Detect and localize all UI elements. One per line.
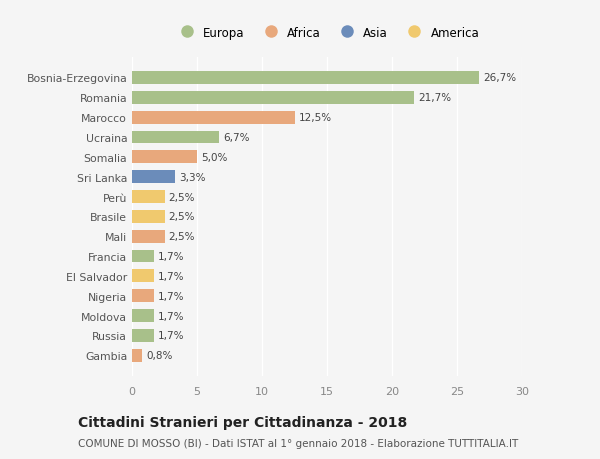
Bar [132,290,154,302]
Text: COMUNE DI MOSSO (BI) - Dati ISTAT al 1° gennaio 2018 - Elaborazione TUTTITALIA.I: COMUNE DI MOSSO (BI) - Dati ISTAT al 1° … [78,438,518,448]
Text: 1,7%: 1,7% [158,252,185,262]
Bar [132,270,154,283]
Text: 26,7%: 26,7% [483,73,516,83]
Bar [132,309,154,322]
Text: 3,3%: 3,3% [179,172,205,182]
Text: 2,5%: 2,5% [169,232,195,241]
Text: 0,8%: 0,8% [146,351,173,360]
Bar [132,329,154,342]
Bar [132,151,197,164]
Text: Cittadini Stranieri per Cittadinanza - 2018: Cittadini Stranieri per Cittadinanza - 2… [78,415,407,429]
Text: 12,5%: 12,5% [298,113,332,123]
Bar [132,190,164,203]
Bar [132,210,164,224]
Text: 5,0%: 5,0% [201,152,227,162]
Text: 2,5%: 2,5% [169,192,195,202]
Bar [132,171,175,184]
Bar [132,112,295,124]
Text: 6,7%: 6,7% [223,133,250,143]
Text: 1,7%: 1,7% [158,291,185,301]
Bar [132,131,219,144]
Text: 2,5%: 2,5% [169,212,195,222]
Legend: Europa, Africa, Asia, America: Europa, Africa, Asia, America [170,22,484,44]
Text: 21,7%: 21,7% [418,93,451,103]
Bar [132,230,164,243]
Text: 1,7%: 1,7% [158,330,185,341]
Bar [132,349,142,362]
Bar [132,72,479,85]
Bar [132,92,414,105]
Bar [132,250,154,263]
Text: 1,7%: 1,7% [158,311,185,321]
Text: 1,7%: 1,7% [158,271,185,281]
